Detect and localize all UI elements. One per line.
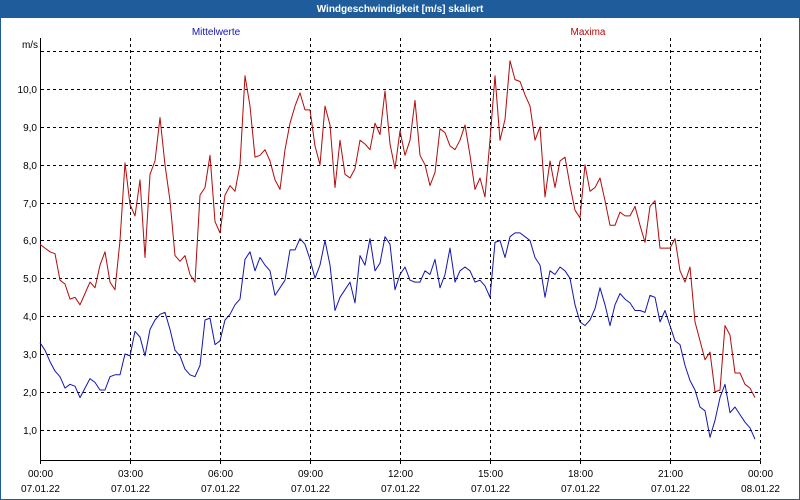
- x-axis-ticks: 00:00 07.01.22 03:00 07.01.22 06:00 07.01.22 0…: [21, 460, 780, 495]
- y-tick-label: 5,0: [23, 274, 37, 285]
- x-tick-time-label: 00:00: [28, 469, 53, 480]
- x-tick-date-label: 07.01.22: [111, 484, 150, 495]
- x-tick-time-label: 21:00: [658, 469, 683, 480]
- y-tick-label: 1,0: [23, 426, 37, 437]
- x-tick-date-label: 08.01.22: [741, 484, 780, 495]
- y-tick-label: 4,0: [23, 312, 37, 323]
- x-tick-date-label: 07.01.22: [291, 484, 330, 495]
- x-tick-date-label: 07.01.22: [201, 484, 240, 495]
- x-tick-time-label: 15:00: [478, 469, 503, 480]
- y-tick-label: 6,0: [23, 236, 37, 247]
- y-tick-label: 3,0: [23, 350, 37, 361]
- x-tick-time-label: 03:00: [118, 469, 143, 480]
- x-tick-date-label: 07.01.22: [471, 484, 510, 495]
- legend-label-mittelwerte: Mittelwerte: [192, 27, 241, 38]
- series-line-maxima: [39, 60, 756, 398]
- x-tick-time-label: 00:00: [748, 469, 773, 480]
- x-tick-time-label: 18:00: [568, 469, 593, 480]
- chart-title: Windgeschwindigkeit [m/s] skaliert: [316, 4, 484, 15]
- x-tick-date-label: 07.01.22: [21, 484, 60, 495]
- grid: [41, 38, 761, 460]
- y-axis-ticks: 1,0 2,0 3,0 4,0 5,0 6,0 7,0 8,0 9,0 10,0: [18, 85, 38, 437]
- y-tick-label: 2,0: [23, 388, 37, 399]
- x-tick-date-label: 07.01.22: [651, 484, 690, 495]
- title-bar: Windgeschwindigkeit [m/s] skaliert: [1, 1, 799, 18]
- y-tick-label: 8,0: [23, 161, 37, 172]
- x-tick-date-label: 07.01.22: [381, 484, 420, 495]
- y-tick-label: 9,0: [23, 123, 37, 134]
- x-tick-time-label: 09:00: [298, 469, 323, 480]
- y-axis-unit-label: m/s: [22, 40, 38, 51]
- x-tick-time-label: 12:00: [388, 469, 413, 480]
- series-lines: [39, 60, 756, 440]
- y-tick-label: 10,0: [18, 85, 38, 96]
- x-tick-date-label: 07.01.22: [561, 484, 600, 495]
- x-tick-time-label: 06:00: [208, 469, 233, 480]
- y-tick-label: 7,0: [23, 199, 37, 210]
- series-line-mittelwerte: [39, 232, 756, 440]
- legend-label-maxima: Maxima: [570, 27, 605, 38]
